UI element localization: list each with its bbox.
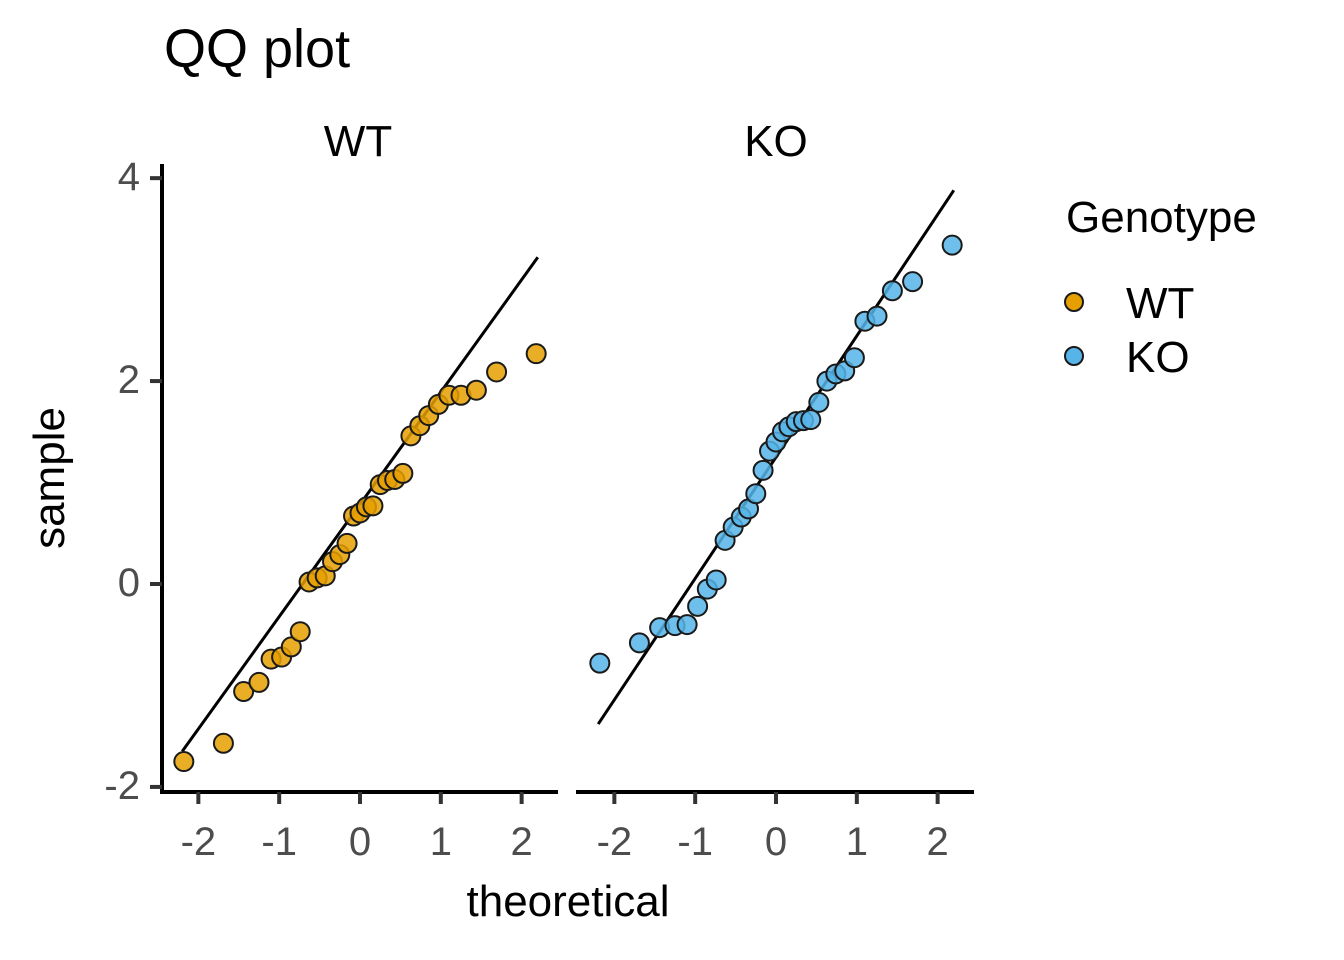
- x-tick-label-ko: -2: [596, 820, 633, 864]
- data-point-wt: [392, 462, 414, 484]
- legend-label-ko: KO: [1126, 333, 1190, 382]
- x-tick-label-wt: -1: [261, 820, 297, 864]
- x-axis-label: theoretical: [466, 877, 670, 926]
- data-point-ko: [745, 483, 767, 505]
- panel-wt: [160, 256, 558, 804]
- data-point-wt: [486, 361, 508, 383]
- legend-key-wt: [1064, 292, 1084, 312]
- strip-label-ko: KO: [744, 117, 808, 166]
- data-point-wt: [465, 379, 487, 401]
- data-point-wt: [248, 671, 270, 693]
- x-tick-label-ko: 0: [764, 820, 788, 864]
- x-tick-label-wt: 1: [429, 820, 452, 864]
- strip-label-wt: WT: [323, 117, 393, 166]
- y-axis-label: sample: [25, 407, 74, 549]
- legend-title: Genotype: [1066, 193, 1257, 242]
- data-point-wt: [212, 732, 234, 754]
- data-point-ko: [843, 347, 865, 369]
- x-tick-label-ko: 1: [845, 820, 868, 864]
- x-tick-label-wt: -2: [180, 820, 217, 864]
- x-tick-label-wt: 2: [510, 820, 533, 864]
- data-point-ko: [628, 632, 650, 654]
- data-point-wt: [336, 532, 358, 554]
- data-point-ko: [866, 305, 888, 327]
- y-tick-label: 2: [117, 358, 140, 403]
- data-point-wt: [362, 495, 384, 517]
- data-point-wt: [173, 751, 195, 773]
- data-point-ko: [687, 595, 709, 617]
- x-tick-label-wt: 0: [348, 820, 372, 864]
- legend-label-wt: WT: [1126, 279, 1195, 328]
- axes-layer: [150, 164, 164, 793]
- data-point-ko: [902, 271, 924, 293]
- data-point-wt: [525, 343, 547, 365]
- data-point-ko: [705, 569, 727, 591]
- legend-key-ko: [1064, 346, 1084, 366]
- y-tick-label: 0: [117, 561, 140, 605]
- y-tick-label: -2: [104, 763, 140, 808]
- y-tick-label: 4: [117, 155, 140, 200]
- chart-title: QQ plot: [164, 19, 351, 79]
- data-point-wt: [289, 621, 311, 643]
- data-point-ko: [676, 614, 698, 636]
- data-point-ko: [589, 652, 611, 674]
- data-point-wt: [280, 636, 302, 658]
- x-tick-label-ko: 2: [926, 820, 949, 864]
- panel-ko: [576, 189, 974, 804]
- data-point-ko: [941, 234, 963, 256]
- x-tick-label-ko: -1: [677, 820, 713, 864]
- data-point-ko: [752, 459, 774, 481]
- data-point-wt: [233, 681, 255, 703]
- data-point-ko: [800, 409, 822, 431]
- data-point-ko: [881, 280, 903, 302]
- data-point-ko: [808, 391, 830, 413]
